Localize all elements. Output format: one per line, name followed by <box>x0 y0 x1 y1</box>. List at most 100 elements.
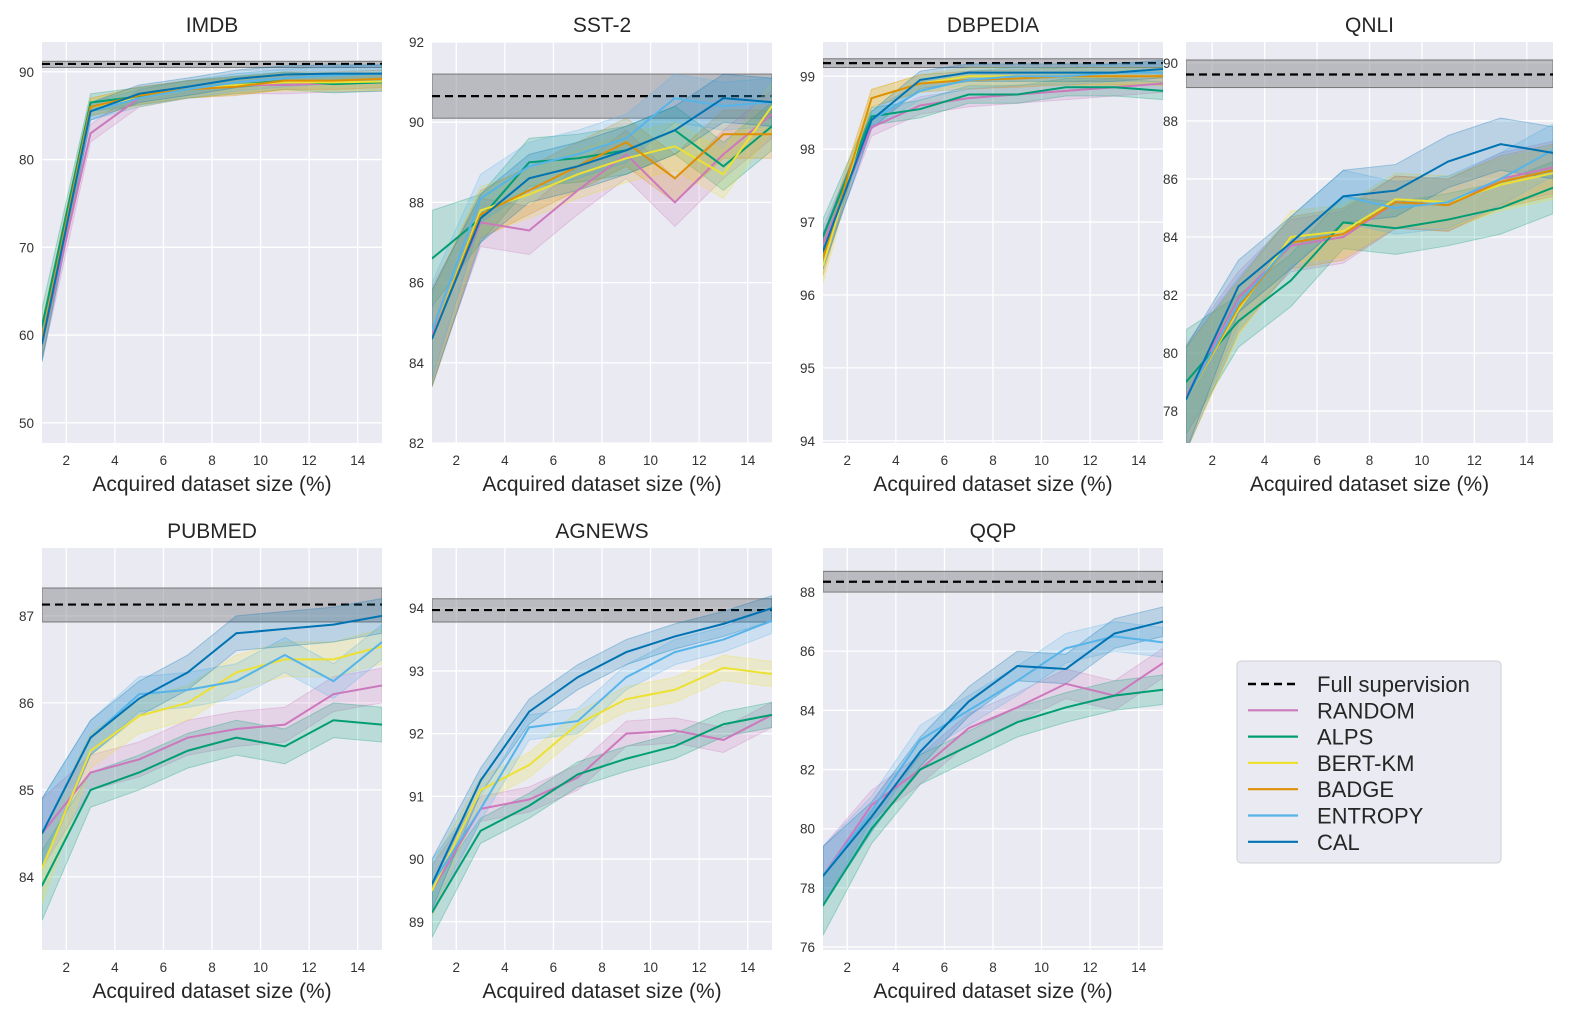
data-point-bert-km <box>332 81 335 84</box>
y-tick-label: 94 <box>409 601 425 616</box>
data-point-bert-km <box>1290 236 1292 238</box>
data-point-cal <box>1065 668 1067 670</box>
data-point-alps <box>42 884 43 887</box>
y-tick-label: 95 <box>800 361 815 376</box>
x-tick-label: 14 <box>350 960 366 975</box>
panel-dbpedia: 2 4 6 8 10 12 14 94 95 96 97 98 99 DBPEDIA Acquired da… <box>800 14 1163 496</box>
data-point-alps <box>235 736 238 739</box>
data-point-bert-km <box>479 789 482 791</box>
data-point-entropy <box>235 81 238 84</box>
data-point-bert-km <box>528 764 530 766</box>
data-point-entropy <box>967 709 970 712</box>
data-point-entropy <box>919 739 921 741</box>
ci-band-alps <box>42 702 382 921</box>
panel-title: DBPEDIA <box>947 14 1039 37</box>
data-point-badge <box>479 213 482 216</box>
x-tick-label: 10 <box>1034 960 1049 975</box>
series-line-random <box>432 113 772 336</box>
data-point-entropy <box>186 689 189 691</box>
y-tick-label: 84 <box>19 870 35 885</box>
data-point-cal <box>1065 71 1067 74</box>
panel-title: PUBMED <box>167 520 257 543</box>
data-point-cal <box>381 72 382 75</box>
data-point-entropy <box>1447 201 1449 203</box>
data-point-alps <box>1162 90 1163 92</box>
data-point-entropy <box>479 197 482 200</box>
series-line-badge <box>823 75 1163 259</box>
data-point-alps <box>284 745 286 748</box>
data-point-cal <box>870 816 873 818</box>
data-point-entropy <box>284 77 286 79</box>
y-tick-label: 86 <box>1163 172 1178 187</box>
data-point-alps <box>625 757 628 760</box>
series-line-badge <box>1186 169 1553 400</box>
legend-label: ENTROPY <box>1317 804 1424 829</box>
data-point-alps <box>1113 694 1116 697</box>
data-point-bert-km <box>674 145 676 148</box>
ci-band-entropy <box>823 621 1163 907</box>
data-point-bert-km <box>625 157 628 160</box>
data-point-badge <box>1342 233 1345 235</box>
data-point-bert-km <box>381 645 382 648</box>
data-point-bert-km <box>771 673 772 675</box>
data-point-alps <box>576 773 579 776</box>
data-point-random <box>89 771 92 774</box>
data-point-random <box>625 153 628 156</box>
x-axis-label: Acquired dataset size (%) <box>92 473 331 496</box>
y-tick-label: 98 <box>800 142 815 157</box>
y-tick-label: 92 <box>409 727 424 742</box>
data-point-cal <box>284 73 286 76</box>
ci-band-badge <box>823 67 1163 277</box>
data-point-badge <box>823 257 824 260</box>
data-point-badge <box>332 79 335 82</box>
data-point-alps <box>332 83 335 85</box>
panel-title: IMDB <box>186 14 239 37</box>
ci-band-entropy <box>432 607 772 910</box>
data-point-cal <box>1016 665 1019 667</box>
data-point-entropy <box>870 810 873 812</box>
y-tick-label: 93 <box>409 664 424 679</box>
x-axis-label: Acquired dataset size (%) <box>482 473 721 496</box>
series-line-badge <box>432 133 772 340</box>
data-point-bert-km <box>771 105 772 107</box>
x-axis-label: Acquired dataset size (%) <box>1250 473 1489 496</box>
data-point-cal <box>771 101 772 103</box>
data-point-random <box>823 243 824 245</box>
series-line-cal <box>823 620 1163 877</box>
data-point-alps <box>1016 93 1019 96</box>
data-point-alps <box>332 719 335 722</box>
x-tick-label: 8 <box>989 960 997 975</box>
data-point-random <box>722 739 725 741</box>
x-axis-label: Acquired dataset size (%) <box>92 980 331 1003</box>
data-point-entropy <box>1162 641 1163 644</box>
data-point-entropy <box>1016 680 1019 682</box>
data-point-badge <box>919 82 921 85</box>
data-point-entropy <box>332 680 335 682</box>
data-point-alps <box>89 101 92 104</box>
data-point-badge <box>1394 201 1397 203</box>
data-point-badge <box>771 133 772 136</box>
data-point-entropy <box>528 726 530 729</box>
data-point-random <box>381 684 382 687</box>
y-tick-label: 90 <box>409 852 424 867</box>
data-point-badge <box>138 94 140 97</box>
data-point-cal <box>42 343 43 345</box>
data-point-entropy <box>625 137 628 140</box>
y-tick-label: 94 <box>800 434 816 449</box>
ci-band-badge <box>432 109 772 388</box>
y-tick-label: 76 <box>800 940 815 955</box>
data-point-cal <box>479 217 482 220</box>
data-point-alps <box>1016 721 1019 724</box>
data-point-entropy <box>1113 635 1116 638</box>
series-line-bert-km <box>432 666 772 891</box>
x-tick-label: 4 <box>892 453 900 468</box>
data-point-entropy <box>138 693 140 695</box>
data-point-bert-km <box>722 666 725 669</box>
data-point-cal <box>528 710 530 713</box>
x-tick-label: 14 <box>1131 453 1147 468</box>
data-point-alps <box>1447 218 1449 221</box>
series-line-bert-km <box>42 645 382 869</box>
series-line-random <box>432 713 772 891</box>
plot-marks <box>42 587 382 921</box>
data-point-alps <box>528 804 530 807</box>
